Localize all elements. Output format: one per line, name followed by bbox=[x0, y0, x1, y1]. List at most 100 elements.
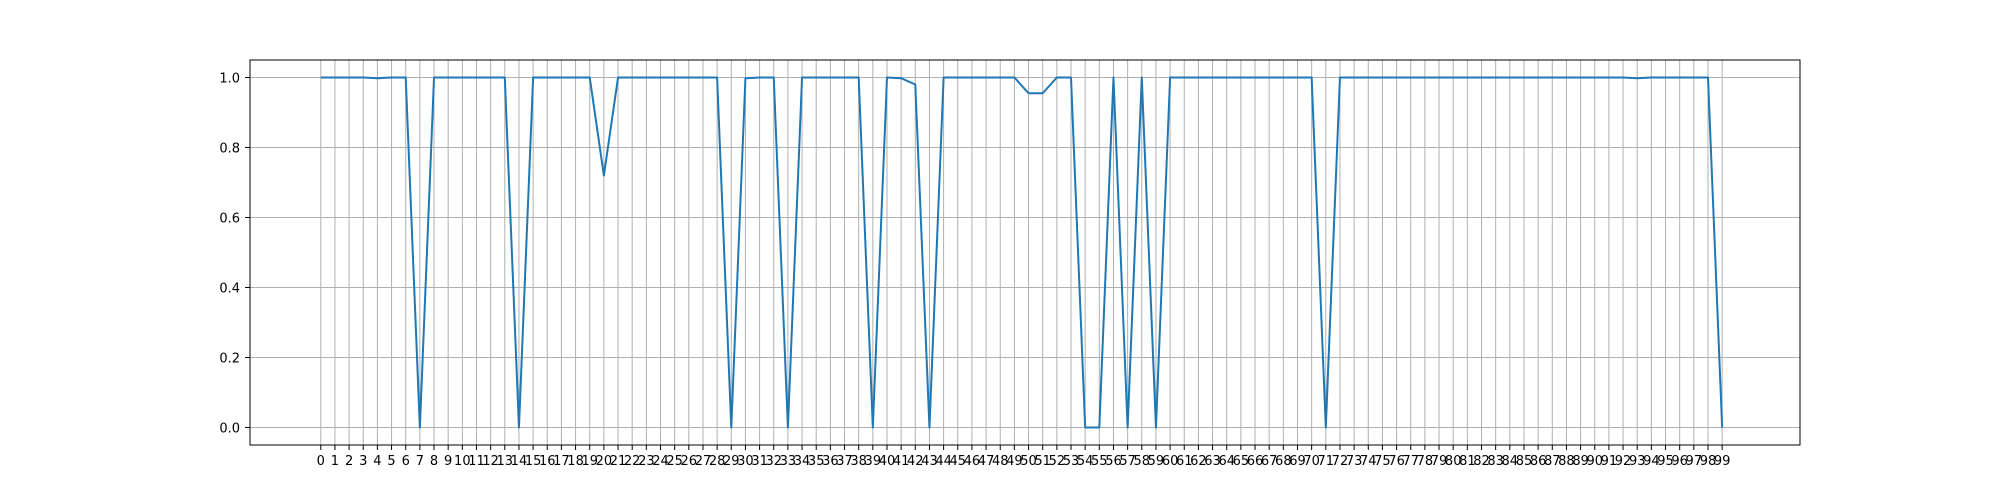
x-tick-label: 22 bbox=[624, 454, 641, 469]
x-tick-label: 80 bbox=[1445, 454, 1462, 469]
x-tick-label: 5 bbox=[387, 454, 395, 469]
x-tick-label: 67 bbox=[1261, 454, 1278, 469]
x-tick-label: 18 bbox=[567, 454, 584, 469]
x-tick-label: 81 bbox=[1459, 454, 1476, 469]
x-tick-label: 69 bbox=[1289, 454, 1306, 469]
x-axis-ticks: 0 1 2 3 4 5 6 7 8 9 101112131415161718192021222324… bbox=[317, 445, 1731, 469]
x-tick-label: 44 bbox=[935, 454, 952, 469]
x-tick-label: 39 bbox=[865, 454, 882, 469]
x-tick-label: 52 bbox=[1049, 454, 1066, 469]
y-tick-label: 0.2 bbox=[219, 352, 240, 367]
x-tick-label: 57 bbox=[1119, 454, 1136, 469]
x-tick-label: 55 bbox=[1091, 454, 1108, 469]
x-tick-label: 24 bbox=[652, 454, 669, 469]
x-tick-label: 12 bbox=[482, 454, 499, 469]
x-tick-label: 65 bbox=[1233, 454, 1250, 469]
x-tick-label: 14 bbox=[511, 454, 528, 469]
x-tick-label: 97 bbox=[1686, 454, 1703, 469]
x-tick-label: 51 bbox=[1034, 454, 1051, 469]
x-tick-label: 47 bbox=[978, 454, 995, 469]
y-tick-label: 0.0 bbox=[219, 422, 240, 437]
x-tick-label: 53 bbox=[1063, 454, 1080, 469]
x-tick-label: 19 bbox=[581, 454, 598, 469]
x-tick-label: 64 bbox=[1218, 454, 1235, 469]
x-tick-label: 56 bbox=[1105, 454, 1122, 469]
x-tick-label: 0 bbox=[317, 454, 325, 469]
x-tick-label: 48 bbox=[992, 454, 1009, 469]
x-tick-label: 38 bbox=[850, 454, 867, 469]
x-tick-label: 89 bbox=[1572, 454, 1589, 469]
series-line bbox=[320, 76, 1724, 429]
x-tick-label: 70 bbox=[1303, 454, 1320, 469]
x-tick-label: 96 bbox=[1671, 454, 1688, 469]
x-tick-label: 82 bbox=[1473, 454, 1490, 469]
x-tick-label: 87 bbox=[1544, 454, 1561, 469]
x-tick-label: 91 bbox=[1601, 454, 1618, 469]
x-tick-label: 15 bbox=[525, 454, 542, 469]
x-tick-label: 75 bbox=[1374, 454, 1391, 469]
x-tick-label: 76 bbox=[1388, 454, 1405, 469]
x-tick-label: 45 bbox=[949, 454, 966, 469]
y-tick-label: 0.6 bbox=[219, 212, 240, 227]
x-tick-label: 58 bbox=[1134, 454, 1151, 469]
x-tick-label: 17 bbox=[553, 454, 570, 469]
x-tick-label: 16 bbox=[539, 454, 556, 469]
y-axis-ticks: 0.0 0.2 0.4 0.6 0.8 1.0 bbox=[219, 72, 250, 437]
x-tick-label: 20 bbox=[596, 454, 613, 469]
x-tick-label: 6 bbox=[402, 454, 410, 469]
x-tick-label: 34 bbox=[794, 454, 811, 469]
x-tick-label: 63 bbox=[1204, 454, 1221, 469]
x-tick-label: 32 bbox=[765, 454, 782, 469]
x-tick-label: 61 bbox=[1176, 454, 1193, 469]
x-tick-label: 43 bbox=[921, 454, 938, 469]
x-tick-label: 90 bbox=[1586, 454, 1603, 469]
x-tick-label: 27 bbox=[695, 454, 712, 469]
plot-frame bbox=[249, 59, 1801, 446]
x-tick-label: 42 bbox=[907, 454, 924, 469]
x-tick-label: 85 bbox=[1516, 454, 1533, 469]
x-tick-label: 8 bbox=[430, 454, 438, 469]
x-tick-label: 93 bbox=[1629, 454, 1646, 469]
x-tick-label: 95 bbox=[1657, 454, 1674, 469]
x-tick-label: 4 bbox=[373, 454, 381, 469]
x-tick-label: 9 bbox=[444, 454, 452, 469]
x-tick-label: 11 bbox=[468, 454, 485, 469]
x-tick-label: 26 bbox=[681, 454, 698, 469]
x-tick-label: 84 bbox=[1502, 454, 1519, 469]
x-tick-label: 35 bbox=[808, 454, 825, 469]
x-tick-label: 2 bbox=[345, 454, 353, 469]
x-tick-label: 66 bbox=[1247, 454, 1264, 469]
x-tick-label: 68 bbox=[1275, 454, 1292, 469]
x-tick-label: 21 bbox=[610, 454, 627, 469]
x-tick-label: 1 bbox=[331, 454, 339, 469]
x-tick-label: 94 bbox=[1643, 454, 1660, 469]
x-tick-label: 10 bbox=[454, 454, 471, 469]
x-tick-label: 73 bbox=[1346, 454, 1363, 469]
x-tick-label: 33 bbox=[780, 454, 797, 469]
x-tick-label: 71 bbox=[1318, 454, 1335, 469]
x-tick-label: 98 bbox=[1700, 454, 1717, 469]
x-tick-label: 49 bbox=[1006, 454, 1023, 469]
x-tick-label: 7 bbox=[416, 454, 424, 469]
x-tick-label: 59 bbox=[1148, 454, 1165, 469]
x-tick-label: 31 bbox=[751, 454, 768, 469]
x-tick-label: 3 bbox=[359, 454, 367, 469]
series-layer bbox=[320, 76, 1724, 429]
x-gridlines bbox=[320, 60, 1723, 445]
x-tick-label: 40 bbox=[879, 454, 896, 469]
x-tick-label: 72 bbox=[1332, 454, 1349, 469]
x-tick-label: 36 bbox=[822, 454, 839, 469]
x-tick-label: 37 bbox=[836, 454, 853, 469]
x-tick-label: 99 bbox=[1714, 454, 1731, 469]
x-tick-label: 25 bbox=[666, 454, 683, 469]
x-tick-label: 77 bbox=[1402, 454, 1419, 469]
y-tick-label: 0.4 bbox=[219, 282, 240, 297]
x-tick-label: 62 bbox=[1190, 454, 1207, 469]
x-tick-label: 28 bbox=[709, 454, 726, 469]
y-tick-label: 1.0 bbox=[219, 72, 240, 87]
x-tick-label: 30 bbox=[737, 454, 754, 469]
x-tick-label: 41 bbox=[893, 454, 910, 469]
x-tick-label: 13 bbox=[497, 454, 514, 469]
x-tick-label: 74 bbox=[1360, 454, 1377, 469]
